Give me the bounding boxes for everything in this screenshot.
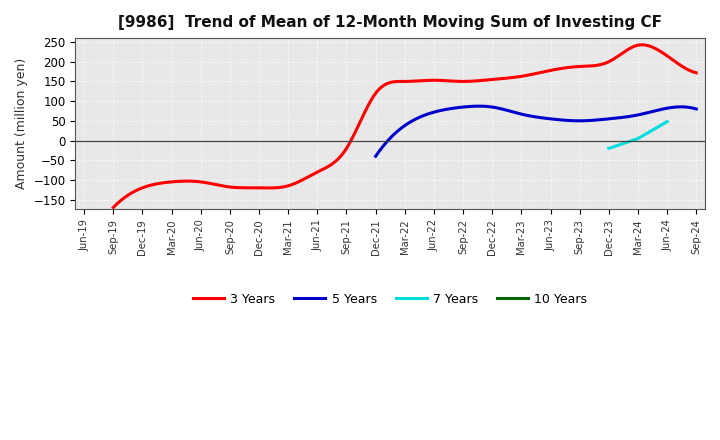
Line: 7 Years: 7 Years: [609, 121, 667, 148]
3 Years: [692, 70, 701, 75]
Y-axis label: Amount (million yen): Amount (million yen): [15, 58, 28, 189]
5 Years: [372, 154, 380, 159]
Legend: 3 Years, 5 Years, 7 Years, 10 Years: 3 Years, 5 Years, 7 Years, 10 Years: [188, 288, 593, 311]
3 Years: [456, 79, 464, 84]
5 Years: [569, 118, 577, 123]
Line: 5 Years: 5 Years: [376, 106, 696, 156]
5 Years: [663, 106, 672, 111]
7 Years: [605, 146, 613, 151]
Line: 3 Years: 3 Years: [113, 45, 696, 208]
5 Years: [372, 152, 381, 158]
3 Years: [637, 42, 646, 48]
5 Years: [474, 103, 483, 109]
3 Years: [600, 61, 609, 66]
3 Years: [109, 205, 117, 210]
3 Years: [454, 79, 463, 84]
7 Years: [634, 136, 642, 141]
3 Years: [639, 42, 648, 48]
5 Years: [563, 118, 572, 123]
3 Years: [111, 203, 120, 208]
5 Years: [692, 106, 701, 112]
5 Years: [562, 118, 571, 123]
5 Years: [643, 110, 652, 116]
Title: [9986]  Trend of Mean of 12-Month Moving Sum of Investing CF: [9986] Trend of Mean of 12-Month Moving …: [118, 15, 662, 30]
7 Years: [663, 119, 672, 124]
3 Years: [466, 79, 474, 84]
